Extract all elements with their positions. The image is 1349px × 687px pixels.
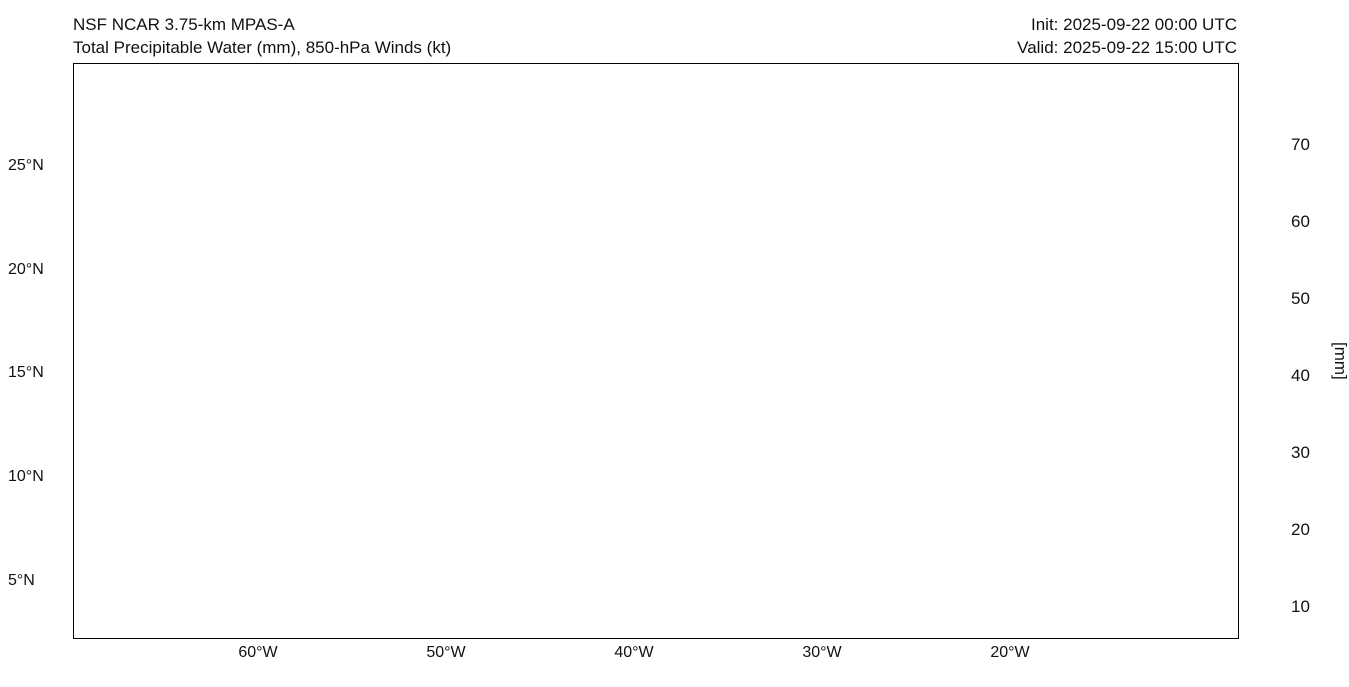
colorbar-gradient bbox=[1265, 75, 1285, 610]
init-time-label: Init: 2025-09-22 00:00 UTC bbox=[1017, 14, 1237, 37]
x-tick-1: 50°W bbox=[426, 644, 465, 662]
header-left-block: NSF NCAR 3.75-km MPAS-A Total Precipitab… bbox=[73, 14, 451, 60]
cb-tick-40: 40 bbox=[1291, 366, 1310, 386]
x-tick-0: 60°W bbox=[238, 644, 277, 662]
y-tick-1: 20°N bbox=[8, 261, 44, 279]
map-plot-area[interactable] bbox=[73, 63, 1239, 639]
x-tick-2: 40°W bbox=[614, 644, 653, 662]
cb-tick-50: 50 bbox=[1291, 289, 1310, 309]
y-tick-0: 25°N bbox=[8, 157, 44, 175]
colorbar-container[interactable]: 70 60 50 40 30 20 10 [mm] bbox=[1255, 75, 1295, 610]
y-tick-4: 5°N bbox=[8, 572, 35, 590]
cb-tick-10: 10 bbox=[1291, 597, 1310, 617]
cb-tick-30: 30 bbox=[1291, 443, 1310, 463]
header-subtitle: Total Precipitable Water (mm), 850-hPa W… bbox=[73, 37, 451, 60]
y-tick-2: 15°N bbox=[8, 364, 44, 382]
colorbar-unit-label: [mm] bbox=[1330, 342, 1349, 380]
x-tick-3: 30°W bbox=[802, 644, 841, 662]
y-tick-3: 10°N bbox=[8, 468, 44, 486]
weather-chart-window: NSF NCAR 3.75-km MPAS-A Total Precipitab… bbox=[0, 0, 1349, 687]
cb-tick-20: 20 bbox=[1291, 520, 1310, 540]
cb-tick-70: 70 bbox=[1291, 135, 1310, 155]
weather-field-canvas[interactable] bbox=[74, 64, 1238, 638]
valid-time-label: Valid: 2025-09-22 15:00 UTC bbox=[1017, 37, 1237, 60]
header-right-block: Init: 2025-09-22 00:00 UTC Valid: 2025-0… bbox=[1017, 14, 1237, 60]
x-tick-4: 20°W bbox=[990, 644, 1029, 662]
cb-tick-60: 60 bbox=[1291, 212, 1310, 232]
header-title: NSF NCAR 3.75-km MPAS-A bbox=[73, 14, 451, 37]
